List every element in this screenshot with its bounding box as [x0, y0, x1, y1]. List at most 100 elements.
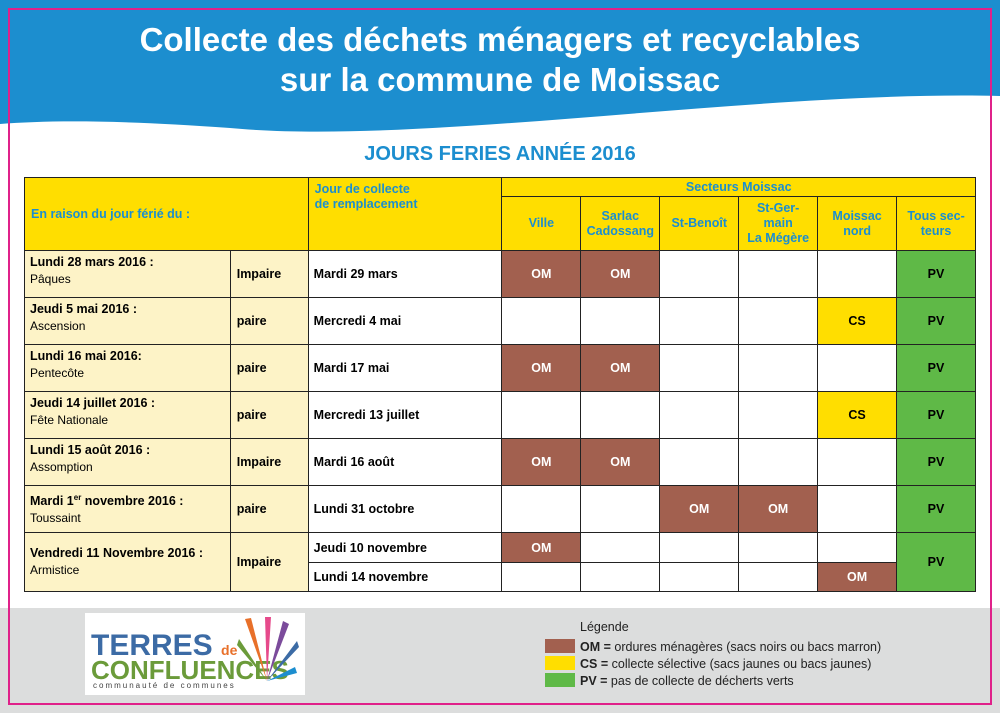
page-title: Collecte des déchets ménagers et recycla…: [0, 20, 1000, 100]
sector-cell: [817, 485, 898, 533]
sector-cell: [817, 344, 898, 392]
table-row: Jeudi 14 juillet 2016 : Fête Nationale pai…: [24, 391, 976, 439]
sector-cell: [738, 532, 819, 563]
sector-cell: [738, 344, 819, 392]
table-row: Lundi 16 mai 2016: Pentecôte paire Mardi 17…: [24, 344, 976, 392]
sector-cell: [501, 297, 582, 345]
sector-cell: CS: [817, 391, 898, 439]
table-row: Mardi 1er novembre 2016 : Toussaint paire L…: [24, 485, 976, 533]
header-wave-shape: [0, 0, 1000, 132]
header-sector-3: St-Ger-main La Mégère: [738, 196, 819, 251]
holiday-cell: Lundi 28 mars 2016 : Pâques: [24, 250, 231, 298]
sector-cell: [659, 532, 740, 563]
header-sector-5: Tous sec-teurs: [896, 196, 976, 251]
sector-cell: [580, 391, 661, 439]
header-banner: Collecte des déchets ménagers et recycla…: [0, 0, 1000, 150]
title-line-1: Collecte des déchets ménagers et recycla…: [139, 21, 861, 58]
logo-line-3: communauté de communes: [93, 681, 236, 690]
header-sector-4: Moissac nord: [817, 196, 898, 251]
sector-cell: [738, 297, 819, 345]
header-replacement: Jour de collecte de remplacement: [307, 177, 503, 251]
sector-cell: OM: [580, 344, 661, 392]
sector-cell: [501, 391, 582, 439]
sector-cell: PV: [896, 250, 976, 298]
parity-cell: Impaire: [229, 250, 309, 298]
sector-cell: OM: [580, 438, 661, 486]
header-sector-2: St-Benoît: [659, 196, 740, 251]
holiday-cell: Vendredi 11 Novembre 2016 : Armistice: [24, 532, 231, 592]
holiday-cell: Jeudi 5 mai 2016 : Ascension: [24, 297, 231, 345]
replacement-cell: Mardi 17 mai: [307, 344, 503, 392]
sector-cell: OM: [501, 438, 582, 486]
sector-cell: PV: [896, 532, 976, 592]
table-row: Lundi 28 mars 2016 : Pâques Impaire Mardi 2…: [24, 250, 976, 298]
schedule-body: Lundi 28 mars 2016 : Pâques Impaire Mardi 2…: [24, 250, 976, 592]
sector-cell: [738, 391, 819, 439]
sector-cell: [580, 532, 661, 563]
replacement-cell: Jeudi 10 novembre: [307, 532, 503, 563]
legend-swatch-pv: [545, 673, 575, 687]
sector-cell: [580, 297, 661, 345]
logo-line-1: TERRES de: [91, 629, 238, 662]
legend-item-cs: CS = collecte sélective (sacs jaunes ou …: [545, 656, 871, 672]
sector-cell: [817, 532, 898, 563]
sector-cell: CS: [817, 297, 898, 345]
sector-cell: [738, 562, 819, 592]
sector-header-row: Ville Sarlac Cadossang St-Benoît St-Ger-main…: [25, 196, 976, 251]
holiday-cell: Lundi 15 août 2016 : Assomption: [24, 438, 231, 486]
sector-cell: PV: [896, 485, 976, 533]
sector-cell: PV: [896, 344, 976, 392]
replacement-cell: Mardi 29 mars: [307, 250, 503, 298]
sector-cell: PV: [896, 391, 976, 439]
sector-cell: PV: [896, 438, 976, 486]
sector-cell: OM: [817, 562, 898, 592]
header-reason: En raison du jour férié du :: [24, 177, 309, 251]
sector-cell: OM: [659, 485, 740, 533]
sector-cell: OM: [738, 485, 819, 533]
legend-title: Légende: [580, 620, 629, 634]
sector-cell: [659, 562, 740, 592]
parity-cell: paire: [229, 391, 309, 439]
logo-line-2: CONFLUENCES: [91, 655, 289, 685]
replacement-cell: Mercredi 13 juillet: [307, 391, 503, 439]
subtitle: JOURS FERIES ANNÉE 2016: [364, 143, 636, 165]
schedule-table: En raison du jour férié du : Jour de col…: [24, 177, 976, 592]
legend-item-pv: PV = pas de collecte de décherts verts: [545, 673, 794, 689]
sector-cell: [659, 297, 740, 345]
sector-cell: [659, 250, 740, 298]
sector-cell: [659, 438, 740, 486]
table-row: Lundi 14 novembre OM: [25, 562, 976, 592]
sector-cell: OM: [501, 344, 582, 392]
parity-cell: paire: [229, 485, 309, 533]
parity-cell: Impaire: [229, 532, 309, 592]
sector-cell: [817, 438, 898, 486]
logo-terres-de-confluences: TERRES de CONFLUENCES communauté de comm…: [85, 613, 305, 695]
sector-cell: OM: [501, 250, 582, 298]
sector-cell: PV: [896, 297, 976, 345]
table-row: Vendredi 11 Novembre 2016 : Armistice Impa…: [24, 532, 976, 592]
sector-cell: [659, 344, 740, 392]
sector-cell: [501, 562, 582, 592]
header-sector-1: Sarlac Cadossang: [580, 196, 661, 251]
parity-cell: paire: [229, 344, 309, 392]
sector-cell: [738, 438, 819, 486]
sector-cell: [738, 250, 819, 298]
parity-cell: Impaire: [229, 438, 309, 486]
holiday-cell: Lundi 16 mai 2016: Pentecôte: [24, 344, 231, 392]
sector-cell: OM: [501, 532, 582, 563]
holiday-cell: Jeudi 14 juillet 2016 : Fête Nationale: [24, 391, 231, 439]
sector-cell: [659, 391, 740, 439]
table-row: Lundi 15 août 2016 : Assomption Impaire Mar…: [24, 438, 976, 486]
replacement-cell: Mercredi 4 mai: [307, 297, 503, 345]
header-sectors-group: Secteurs Moissac: [501, 177, 976, 197]
table-row: Jeudi 5 mai 2016 : Ascension paire Mercredi…: [24, 297, 976, 345]
sector-cell: [817, 250, 898, 298]
title-line-2: sur la commune de Moissac: [279, 61, 721, 98]
legend-swatch-om: [545, 639, 575, 653]
sector-cell: OM: [580, 250, 661, 298]
holiday-cell: Mardi 1er novembre 2016 : Toussaint: [24, 485, 231, 533]
logo-rays-icon: [237, 617, 299, 681]
legend-swatch-cs: [545, 656, 575, 670]
sector-cell: [501, 485, 582, 533]
parity-cell: paire: [229, 297, 309, 345]
